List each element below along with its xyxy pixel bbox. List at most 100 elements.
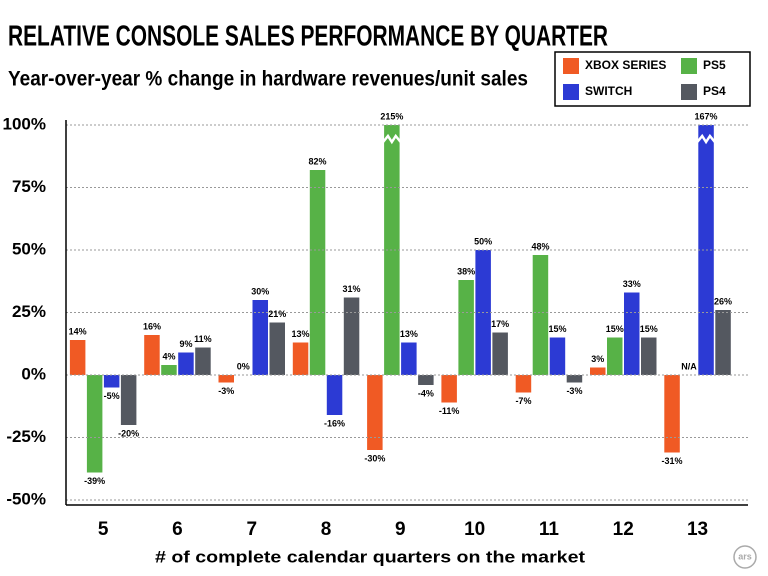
bar <box>343 297 360 375</box>
bar <box>492 332 508 375</box>
value-label: 17% <box>491 319 509 329</box>
bar <box>103 375 120 388</box>
value-label: -30% <box>364 453 385 463</box>
bar <box>178 352 194 375</box>
y-tick-label: 25% <box>12 302 46 321</box>
bar <box>715 310 731 375</box>
bar <box>86 375 103 473</box>
legend-label: XBOX SERIES <box>585 58 666 72</box>
legend-label: PS4 <box>703 84 726 98</box>
bar <box>532 255 549 375</box>
logo-circle <box>733 545 757 569</box>
bar <box>590 367 606 375</box>
x-tick-label: 5 <box>98 519 109 540</box>
value-label: 15% <box>640 324 658 334</box>
value-label: 38% <box>457 266 475 276</box>
axis-break <box>382 133 402 145</box>
value-label: 31% <box>343 284 361 294</box>
legend-swatch <box>681 58 697 74</box>
legend-swatch <box>681 84 697 100</box>
value-label: 21% <box>268 309 286 319</box>
bar <box>69 340 86 375</box>
value-label: -16% <box>324 418 345 428</box>
logo: ars <box>738 551 752 561</box>
chart-subtitle: Year-over-year % change in hardware reve… <box>8 68 528 91</box>
value-label: 26% <box>714 296 732 306</box>
value-label: -4% <box>418 388 434 398</box>
value-label: 50% <box>474 236 492 246</box>
legend-label: SWITCH <box>585 84 632 98</box>
value-label: -31% <box>662 456 683 466</box>
legend-box <box>554 51 751 107</box>
value-label: 9% <box>179 339 192 349</box>
y-tick-label: 0% <box>21 364 46 383</box>
x-tick-label: 10 <box>464 519 485 540</box>
value-label: -3% <box>566 386 582 396</box>
y-tick-label: -50% <box>6 489 46 508</box>
value-label: 167% <box>695 111 718 121</box>
bar <box>664 375 680 453</box>
legend-label: PS5 <box>703 58 726 72</box>
bar <box>309 170 326 375</box>
bar <box>120 375 137 425</box>
bar <box>549 337 566 375</box>
x-tick-label: 8 <box>321 519 332 540</box>
x-axis-label: # of complete calendar quarters on the m… <box>155 547 585 566</box>
value-label: 16% <box>143 321 161 331</box>
x-tick-label: 12 <box>613 519 634 540</box>
bar <box>218 375 234 383</box>
x-tick-label: 9 <box>395 519 406 540</box>
bar <box>161 365 177 375</box>
value-label: N/A <box>681 361 697 371</box>
value-label: -39% <box>84 476 105 486</box>
value-label: 13% <box>400 329 418 339</box>
value-label: 215% <box>380 111 403 121</box>
value-label: 14% <box>69 326 87 336</box>
y-tick-label: 50% <box>12 239 46 258</box>
bar <box>269 322 285 375</box>
value-label: 30% <box>251 286 269 296</box>
legend-swatch <box>563 58 579 74</box>
value-label: 82% <box>309 156 327 166</box>
x-tick-label: 6 <box>172 519 183 540</box>
bar <box>367 375 383 450</box>
y-tick-label: -25% <box>6 427 46 446</box>
y-tick-label: 75% <box>12 177 46 196</box>
bar <box>418 375 434 385</box>
bar <box>441 375 457 403</box>
x-tick-label: 7 <box>246 519 257 540</box>
value-label: 33% <box>623 279 641 289</box>
value-label: -11% <box>439 406 460 416</box>
axis-break <box>696 133 716 145</box>
bar <box>292 342 309 375</box>
value-label: 0% <box>237 361 250 371</box>
bar <box>515 375 532 393</box>
bar <box>144 335 160 375</box>
value-label: 3% <box>591 354 604 364</box>
bar <box>252 300 268 375</box>
value-label: -7% <box>515 396 531 406</box>
value-label: 4% <box>162 351 175 361</box>
bar <box>326 375 343 415</box>
value-label: 15% <box>548 324 566 334</box>
bar <box>401 342 417 375</box>
value-label: 11% <box>194 334 212 344</box>
bar <box>641 337 657 375</box>
value-label: -20% <box>118 428 139 438</box>
y-tick-label: 100% <box>3 114 46 133</box>
value-label: -3% <box>218 386 234 396</box>
value-label: 13% <box>292 329 310 339</box>
chart-title: RELATIVE CONSOLE SALES PERFORMANCE BY QU… <box>8 21 608 53</box>
bar <box>458 280 474 375</box>
value-label: 15% <box>606 324 624 334</box>
bar <box>566 375 583 383</box>
bar <box>624 292 640 375</box>
bar <box>195 347 211 375</box>
value-label: 48% <box>531 241 549 251</box>
value-label: -5% <box>104 391 120 401</box>
x-tick-label: 11 <box>539 519 560 540</box>
x-tick-label: 13 <box>687 519 708 540</box>
bar <box>607 337 623 375</box>
legend-swatch <box>563 84 579 100</box>
